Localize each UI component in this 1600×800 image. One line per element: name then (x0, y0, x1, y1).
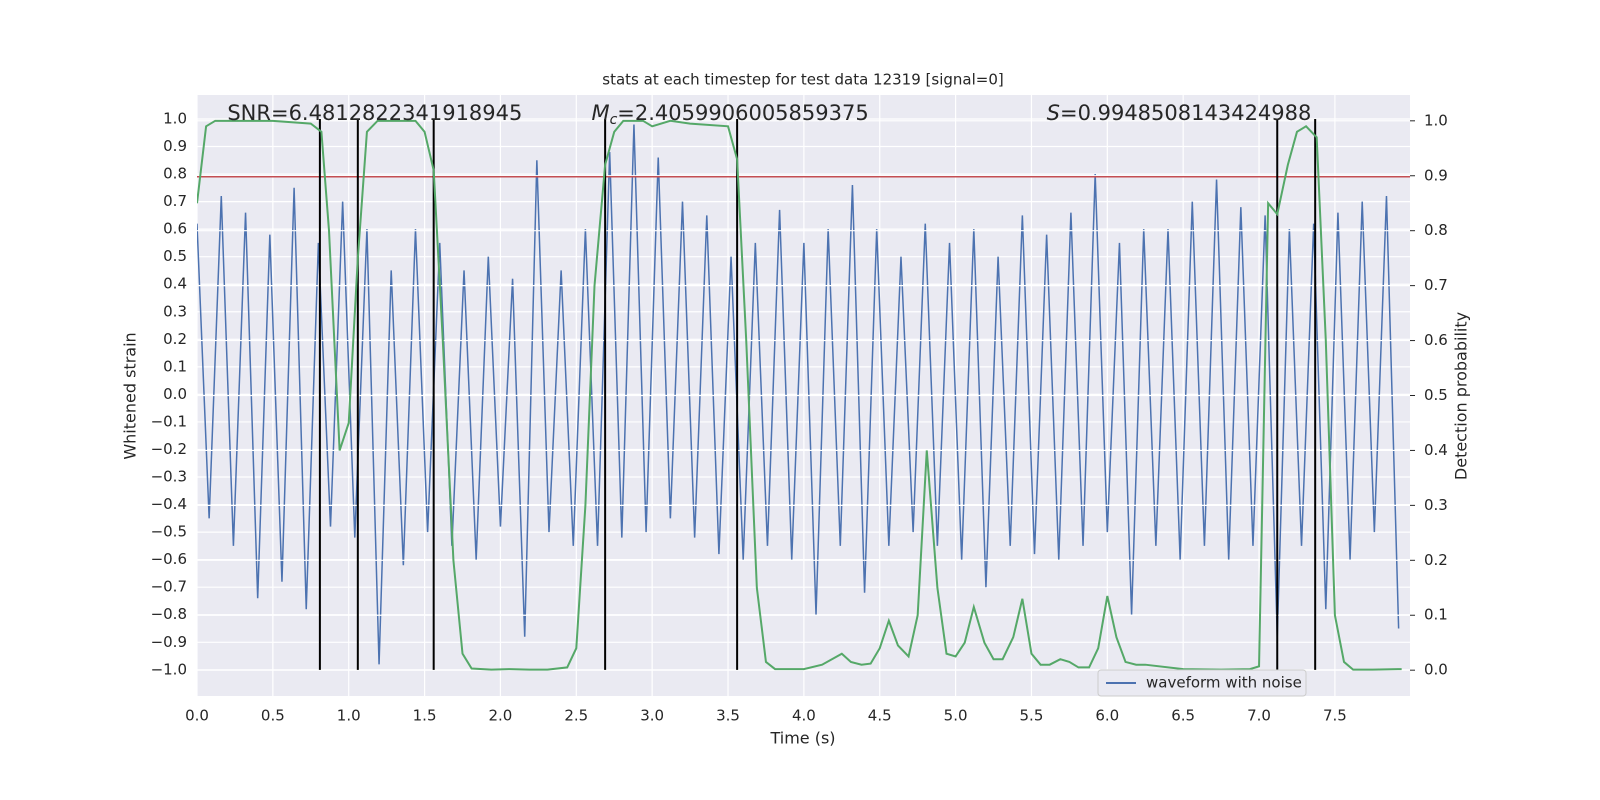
annotation-text: =2.4059906005859375 (617, 101, 868, 125)
y2-tick-label: 0.9 (1424, 166, 1448, 184)
y-tick-label: 0.8 (163, 165, 187, 183)
x-tick-label: 4.0 (792, 707, 816, 725)
y-tick-label: −0.2 (151, 440, 187, 458)
x-tick-label: 3.5 (716, 707, 740, 725)
annotation: SNR=6.4812822341918945 (227, 101, 522, 125)
y-tick-label: −0.9 (151, 633, 187, 651)
y2-tick-label: 0.4 (1424, 441, 1448, 459)
y-tick-label: −0.3 (151, 468, 187, 486)
y2-tick-label: 1.0 (1424, 111, 1448, 129)
annotation-text: SNR=6.4812822341918945 (227, 101, 522, 125)
annotation-text: =0.9948508143424988 (1060, 101, 1311, 125)
y-tick-label: −0.8 (151, 605, 187, 623)
y-tick-label: −0.7 (151, 578, 187, 596)
x-axis-label: Time (s) (769, 729, 835, 748)
x-tick-label: 1.0 (337, 707, 361, 725)
y-tick-label: 0.3 (163, 302, 187, 320)
y-tick-label: 0.5 (163, 247, 187, 265)
y2-tick-label: 0.1 (1424, 606, 1448, 624)
series-line (197, 119, 1402, 671)
x-tick-label: 5.5 (1020, 707, 1044, 725)
y2-tick-label: 0.3 (1424, 496, 1448, 514)
annotation-symbol: S (1047, 101, 1060, 125)
x-tick-label: 2.5 (564, 707, 588, 725)
annotation-symbol: M (591, 101, 609, 125)
y2-tick-label: 0.0 (1424, 661, 1448, 679)
x-tick-label: 5.0 (944, 707, 968, 725)
annotation: Mc=2.4059906005859375 (591, 101, 868, 128)
y2-tick-label: 0.2 (1424, 551, 1448, 569)
annotation: S=0.9948508143424988 (1047, 101, 1312, 125)
y-axis-label: Whitened strain (121, 332, 140, 459)
x-tick-label: 6.5 (1171, 707, 1195, 725)
series-line (197, 124, 1400, 665)
annotation-subscript: c (610, 112, 618, 128)
y-tick-label: −0.1 (151, 412, 187, 430)
y2-axis-label: Detection probability (1452, 312, 1471, 480)
x-tick-label: 4.5 (868, 707, 892, 725)
y-tick-label: −0.6 (151, 550, 187, 568)
x-tick-label: 6.0 (1095, 707, 1119, 725)
y2-tick-label: 0.8 (1424, 221, 1448, 239)
x-tick-label: 2.0 (489, 707, 513, 725)
x-tick-label: 0.0 (185, 707, 209, 725)
legend-label: waveform with noise (1146, 674, 1302, 692)
y-tick-label: 0.7 (163, 192, 187, 210)
y-tick-label: 0.0 (163, 385, 187, 403)
x-tick-label: 0.5 (261, 707, 285, 725)
legend-box (1097, 669, 1307, 697)
x-tick-label: 3.0 (640, 707, 664, 725)
x-tick-label: 1.5 (413, 707, 437, 725)
y-tick-label: 1.0 (163, 109, 187, 127)
chart-title: stats at each timestep for test data 123… (602, 71, 1003, 89)
y-tick-label: 0.1 (163, 357, 187, 375)
y-tick-label: 0.4 (163, 275, 187, 293)
y-tick-label: −1.0 (151, 660, 187, 678)
x-tick-label: 7.0 (1247, 707, 1271, 725)
x-tick-label: 7.5 (1323, 707, 1347, 725)
y2-tick-label: 0.5 (1424, 386, 1448, 404)
y2-tick-label: 0.6 (1424, 331, 1448, 349)
y-tick-label: 0.9 (163, 137, 187, 155)
y-tick-label: 0.2 (163, 330, 187, 348)
y-tick-label: 0.6 (163, 220, 187, 238)
y-tick-label: −0.5 (151, 523, 187, 541)
y-tick-label: −0.4 (151, 495, 187, 513)
y2-tick-label: 0.7 (1424, 276, 1448, 294)
